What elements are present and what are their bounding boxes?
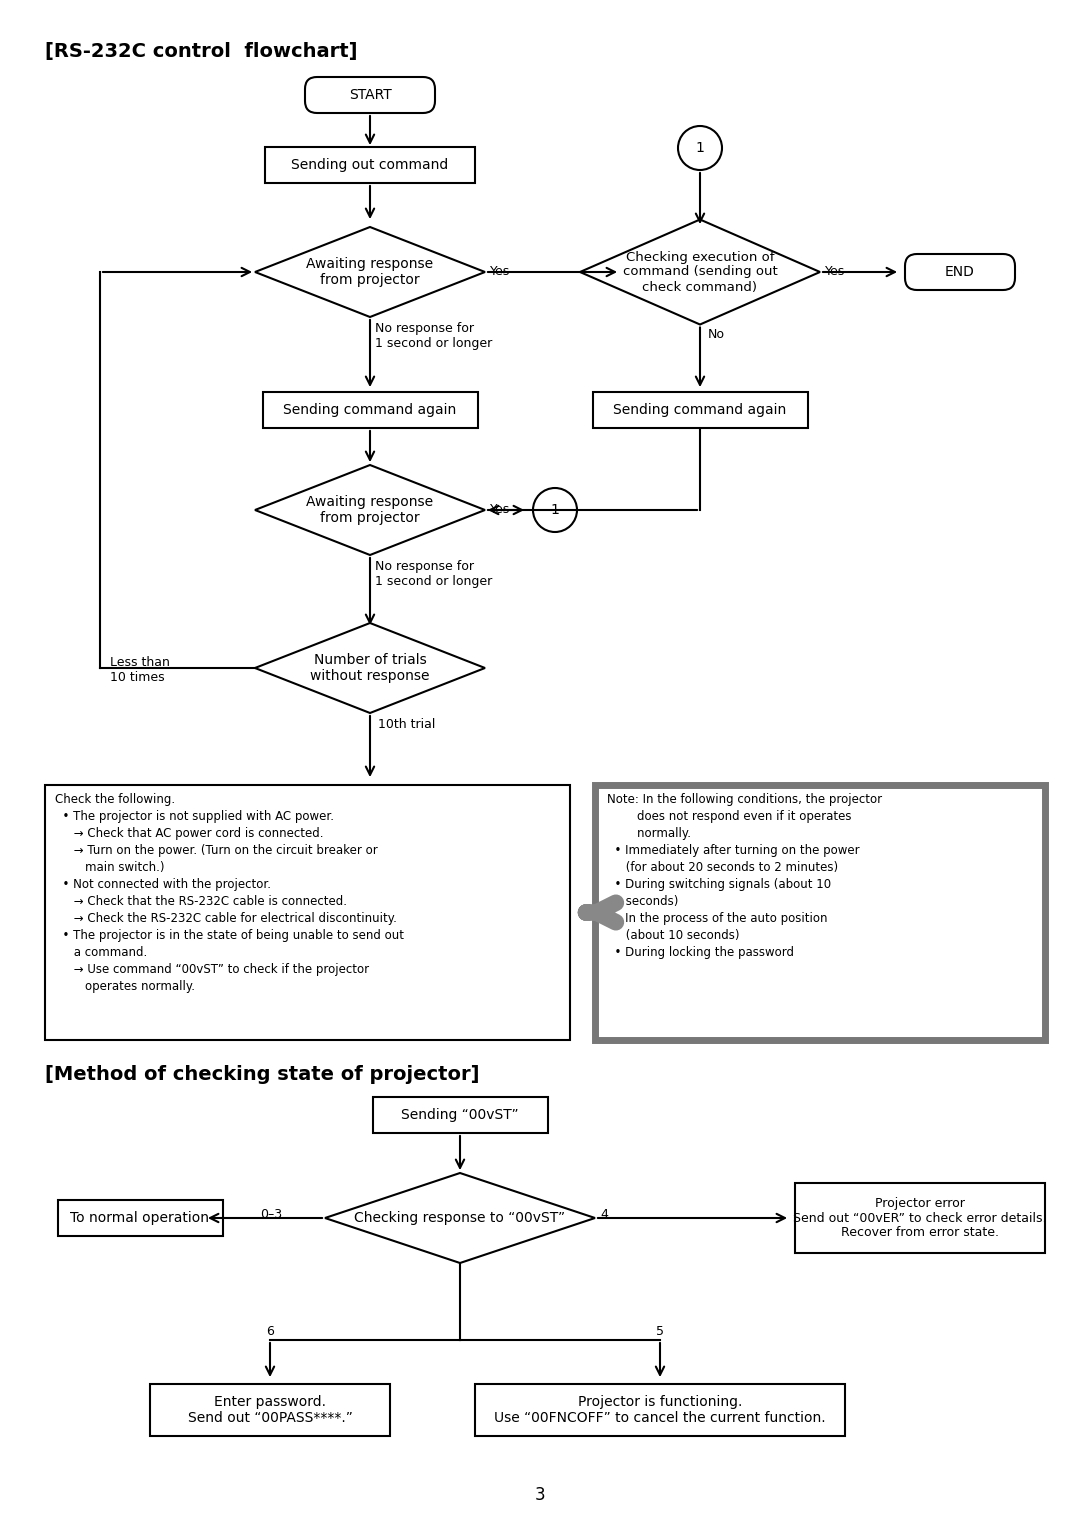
Circle shape <box>534 489 577 531</box>
Text: Less than
10 times: Less than 10 times <box>110 657 170 684</box>
Text: Sending out command: Sending out command <box>292 157 448 173</box>
Text: 4: 4 <box>600 1208 608 1222</box>
Text: No response for
1 second or longer: No response for 1 second or longer <box>375 322 492 350</box>
Text: Checking response to “00vST”: Checking response to “00vST” <box>354 1211 566 1225</box>
Bar <box>373 1096 548 1133</box>
Bar <box>595 785 1045 1040</box>
Text: 3: 3 <box>535 1486 545 1504</box>
Text: Checking execution of
command (sending out
check command): Checking execution of command (sending o… <box>623 250 778 293</box>
Polygon shape <box>580 220 820 325</box>
Polygon shape <box>255 623 485 713</box>
Text: Sending command again: Sending command again <box>283 403 457 417</box>
Circle shape <box>678 127 723 169</box>
Text: [Method of checking state of projector]: [Method of checking state of projector] <box>45 1064 480 1084</box>
Text: No response for
1 second or longer: No response for 1 second or longer <box>375 560 492 588</box>
Text: [RS-232C control  flowchart]: [RS-232C control flowchart] <box>45 43 357 61</box>
Text: 1: 1 <box>551 502 559 518</box>
Text: Enter password.
Send out “00PASS****.”: Enter password. Send out “00PASS****.” <box>188 1394 352 1425</box>
FancyBboxPatch shape <box>905 253 1015 290</box>
Text: START: START <box>349 89 391 102</box>
Text: Yes: Yes <box>825 266 846 278</box>
Polygon shape <box>325 1173 595 1263</box>
Text: 10th trial: 10th trial <box>378 718 435 731</box>
Text: 6: 6 <box>266 1325 274 1338</box>
Polygon shape <box>255 466 485 554</box>
Text: END: END <box>945 266 975 279</box>
Text: Awaiting response
from projector: Awaiting response from projector <box>307 257 433 287</box>
Text: 0–3: 0–3 <box>260 1208 282 1222</box>
Text: Awaiting response
from projector: Awaiting response from projector <box>307 495 433 525</box>
Bar <box>265 147 475 183</box>
Text: Check the following.
  • The projector is not supplied with AC power.
     → Che: Check the following. • The projector is … <box>55 793 404 993</box>
Bar <box>593 392 808 428</box>
Bar <box>150 1383 390 1435</box>
Polygon shape <box>255 228 485 318</box>
Text: Sending command again: Sending command again <box>613 403 786 417</box>
Text: Number of trials
without response: Number of trials without response <box>310 654 430 683</box>
Text: Sending “00vST”: Sending “00vST” <box>401 1109 518 1122</box>
Text: Yes: Yes <box>490 502 510 516</box>
Bar <box>45 785 570 1040</box>
Bar <box>475 1383 845 1435</box>
Text: Yes: Yes <box>490 266 510 278</box>
Text: Projector error
Send out “00vER” to check error details.
Recover from error stat: Projector error Send out “00vER” to chec… <box>793 1197 1047 1240</box>
Text: 5: 5 <box>656 1325 664 1338</box>
Text: To normal operation: To normal operation <box>70 1211 210 1225</box>
Text: Note: In the following conditions, the projector
        does not respond even i: Note: In the following conditions, the p… <box>607 793 882 959</box>
FancyBboxPatch shape <box>305 76 435 113</box>
Text: 1: 1 <box>696 140 704 156</box>
Text: Projector is functioning.
Use “00FNCOFF” to cancel the current function.: Projector is functioning. Use “00FNCOFF”… <box>495 1394 826 1425</box>
Text: No: No <box>708 328 725 342</box>
Bar <box>57 1200 222 1235</box>
Bar <box>262 392 477 428</box>
Bar <box>795 1183 1045 1254</box>
